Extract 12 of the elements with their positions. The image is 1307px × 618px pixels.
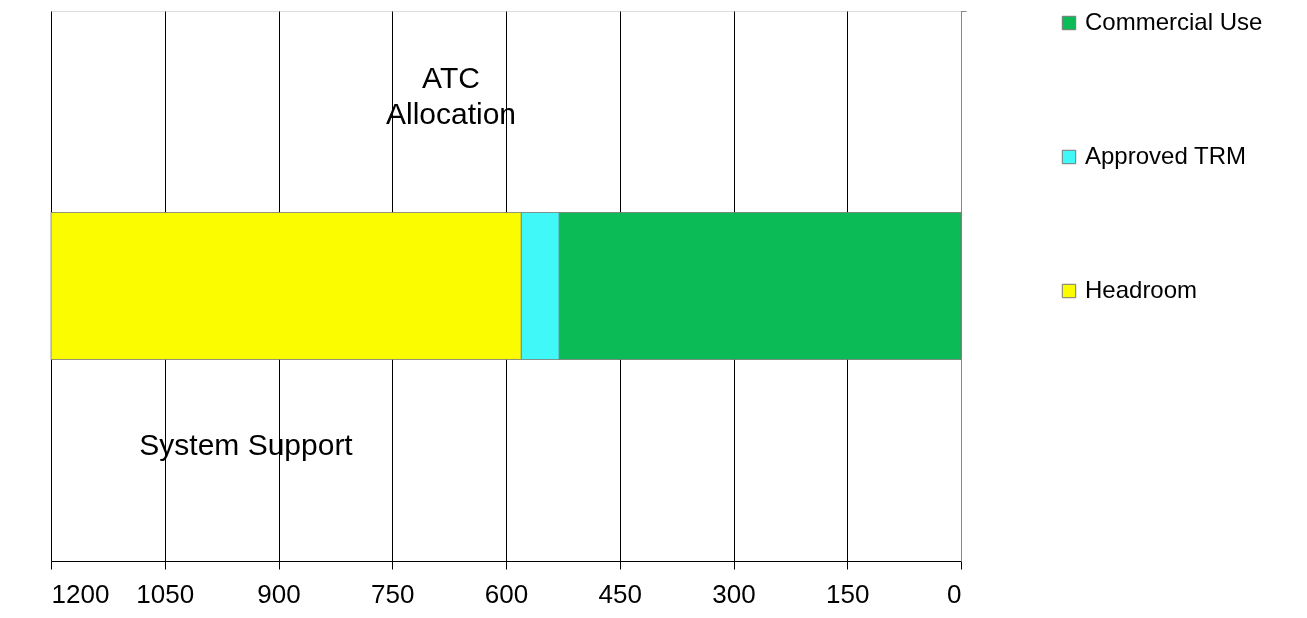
- x-tick-label: 600: [484, 578, 529, 609]
- x-tick-label: 750: [371, 578, 415, 609]
- x-tick-label: 150: [826, 578, 870, 609]
- legend-label: Headroom: [1085, 276, 1198, 303]
- x-tick-label: 0: [947, 578, 962, 609]
- x-tick-label: 300: [712, 578, 756, 609]
- x-tick-label: 1200: [51, 578, 110, 609]
- legend-label: Approved TRM: [1085, 142, 1246, 169]
- legend-label: Commercial Use: [1085, 8, 1263, 35]
- x-tick-label: 1050: [136, 578, 195, 609]
- x-tick-label: 450: [598, 578, 642, 609]
- x-tick-label: 900: [257, 578, 301, 609]
